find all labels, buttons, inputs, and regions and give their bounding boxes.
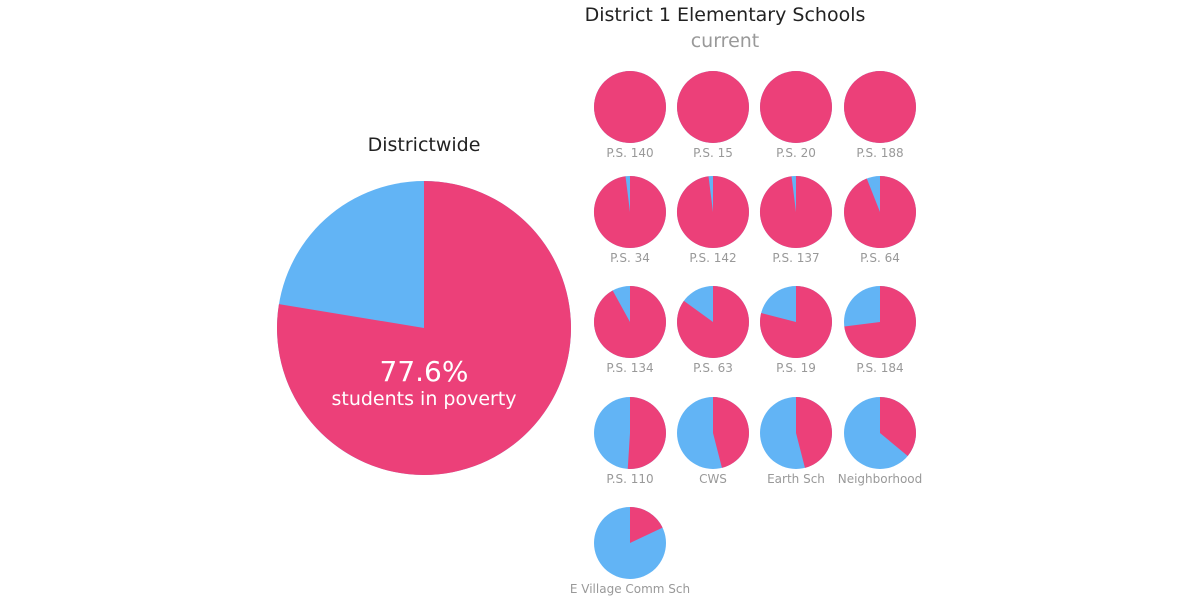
school-p-s-63-label: P.S. 63 — [693, 361, 733, 375]
school-p-s-140-poverty-slice — [594, 71, 666, 143]
school-p-s-110-pie — [594, 397, 666, 469]
school-p-s-64-pie — [844, 176, 917, 248]
school-p-s-64-poverty-slice — [844, 176, 917, 248]
school-p-s-34-label: P.S. 34 — [610, 251, 650, 265]
school-p-s-15-pie — [677, 71, 749, 143]
school-p-s-34-poverty-slice — [593, 176, 666, 248]
school-p-s-188-poverty-slice — [844, 71, 916, 143]
school-p-s-142-pie — [676, 176, 749, 248]
school-p-s-15-poverty-slice — [677, 71, 749, 143]
districtwide-caption: students in poverty — [331, 388, 517, 410]
school-p-s-184-pie — [844, 286, 916, 359]
school-p-s-19-poverty-slice — [759, 286, 832, 359]
school-earth-sch-poverty-slice — [796, 397, 833, 468]
school-p-s-134-poverty-slice — [593, 286, 666, 358]
school-cws-poverty-slice — [713, 397, 750, 468]
school-p-s-142-poverty-slice — [676, 176, 749, 248]
school-p-s-140-label: P.S. 140 — [606, 146, 653, 160]
school-p-s-184-poverty-slice — [844, 286, 916, 359]
school-neighborhood-label: Neighborhood — [838, 472, 923, 486]
school-p-s-188-pie — [844, 71, 916, 143]
school-p-s-137-poverty-slice — [759, 176, 832, 248]
school-cws-pie — [677, 397, 750, 469]
school-p-s-19-label: P.S. 19 — [776, 361, 816, 375]
school-e-village-comm-sch-pie — [594, 507, 666, 579]
school-cws-label: CWS — [699, 472, 727, 486]
school-p-s-63-poverty-slice — [677, 286, 750, 358]
chart-subtitle: current — [690, 30, 760, 52]
school-p-s-142-label: P.S. 142 — [689, 251, 736, 265]
school-e-village-comm-sch-poverty-slice — [630, 507, 663, 543]
districtwide-value: 77.6% — [379, 355, 469, 388]
school-p-s-137-pie — [759, 176, 832, 248]
school-earth-sch-pie — [760, 397, 833, 469]
districtwide-label: Districtwide — [367, 134, 481, 156]
school-p-s-110-label: P.S. 110 — [606, 472, 653, 486]
school-e-village-comm-sch-label: E Village Comm Sch — [570, 582, 690, 596]
school-p-s-188-label: P.S. 188 — [856, 146, 903, 160]
school-earth-sch-label: Earth Sch — [767, 472, 825, 486]
school-p-s-137-label: P.S. 137 — [772, 251, 819, 265]
school-p-s-110-poverty-slice — [627, 397, 666, 469]
school-p-s-140-pie — [594, 71, 666, 143]
chart-title: District 1 Elementary Schools — [584, 4, 866, 26]
school-p-s-134-pie — [593, 286, 666, 358]
school-p-s-184-label: P.S. 184 — [856, 361, 903, 375]
school-p-s-134-label: P.S. 134 — [606, 361, 653, 375]
school-neighborhood-pie — [844, 397, 917, 469]
school-p-s-64-label: P.S. 64 — [860, 251, 900, 265]
districtwide-pie — [277, 181, 572, 475]
school-neighborhood-poverty-slice — [880, 397, 917, 456]
districtwide-poverty-slice — [277, 181, 572, 475]
school-p-s-19-pie — [759, 286, 832, 359]
school-p-s-34-pie — [593, 176, 666, 248]
school-p-s-15-label: P.S. 15 — [693, 146, 733, 160]
school-p-s-20-pie — [760, 71, 832, 143]
school-p-s-20-label: P.S. 20 — [776, 146, 816, 160]
school-p-s-63-pie — [677, 286, 750, 358]
school-p-s-20-poverty-slice — [760, 71, 832, 143]
